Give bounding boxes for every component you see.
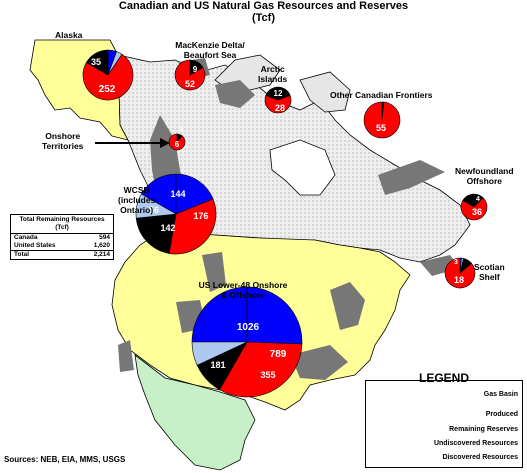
pie-slice: [363, 101, 401, 139]
row-name: United States: [14, 242, 56, 249]
pie-value-label: 11: [124, 50, 132, 57]
pie-value-label: 12: [274, 89, 283, 98]
label-us-lower48: US Lower-48 Onshore & Offshore: [198, 280, 288, 300]
pie-value-label: 252: [99, 84, 116, 95]
pie-slice: [174, 59, 206, 91]
pie-value-label: 9: [193, 65, 198, 74]
pie-slice: [191, 341, 248, 366]
pie-value-label: 36: [472, 207, 482, 217]
pie-newfoundland: 4 36: [460, 193, 488, 221]
legend-gas-basin-label: Gas Basin: [483, 391, 518, 398]
pie-onshore-territories: 16: [168, 126, 186, 151]
pie-value-label: 789: [270, 349, 287, 360]
onshore-territories-arrowhead: [160, 138, 170, 148]
label-onshore-territories: Onshore Territories: [42, 131, 84, 151]
pie-value-label: 1: [472, 251, 476, 258]
pie-slice: [191, 286, 248, 343]
pie-slice: [168, 198, 217, 255]
pie-slice: [85, 49, 109, 76]
pie-value-label: 52: [185, 79, 195, 89]
pie-value-label: 1: [394, 102, 398, 109]
row-name: Canada: [14, 234, 38, 241]
basin-us-rockies-north: [202, 252, 226, 292]
map-title: Canadian and US Natural Gas Resources an…: [118, 0, 409, 12]
pie-value-label: 35: [91, 57, 101, 67]
pie-value-label: 181: [210, 360, 225, 370]
pie-scotian: 31 118: [444, 250, 476, 289]
pie-slice: [264, 95, 292, 114]
label-arctic: Arctic Islands: [258, 64, 288, 84]
legend-undiscovered-label: Undiscovered Resources: [433, 440, 518, 447]
mexico-landmass: [134, 354, 256, 471]
basin-gulf-coast: [290, 345, 348, 380]
pie-value-label: 1: [463, 250, 467, 257]
total-table-row: United States 1,620: [11, 242, 113, 250]
pie-value-label: 6: [175, 140, 180, 149]
pie-us-lower48: 1026 181 355 789: [191, 286, 303, 398]
label-newfoundland: Newfoundland Offshore: [455, 166, 514, 186]
pie-slice: [82, 53, 134, 101]
basin-arctic: [215, 80, 255, 108]
pie-slice: [175, 173, 214, 215]
basin-appalachian: [330, 282, 365, 330]
pie-slice: [460, 197, 488, 221]
row-value: 594: [99, 234, 110, 241]
basin-california: [118, 340, 134, 372]
basin-labrador: [378, 160, 445, 195]
legend-discovered-label: Discovered Resources: [442, 454, 518, 461]
pie-value-label: 28: [275, 103, 285, 113]
label-scotian: Scotian Shelf: [474, 262, 505, 282]
pie-value-label: 1: [179, 126, 183, 133]
pie-slice: [246, 286, 303, 345]
pie-mackenzie: 9 52: [174, 59, 206, 91]
row-value: 2,214: [93, 251, 110, 258]
pie-slice: [168, 133, 186, 151]
hudson-bay: [269, 139, 336, 196]
legend-box: LEGEND Gas Basin Produced Remaining Rese…: [365, 371, 523, 468]
legend-title: LEGEND: [418, 371, 469, 385]
legend-produced-label: Produced: [485, 411, 518, 418]
map-subtitle: (Tcf): [251, 12, 275, 24]
baffin-island-landmass: [299, 71, 351, 113]
pie-value-label: 142: [160, 223, 175, 233]
pie-alaska: 35 8 11 252: [82, 44, 134, 101]
total-resources-table: Total Remaining Resources (Tcf) Canada 5…: [10, 214, 114, 260]
pie-value-label: 4: [476, 196, 480, 203]
label-mackenzie: MacKenzie Delta/ Beaufort Sea: [175, 40, 245, 60]
pie-slice: [219, 341, 303, 398]
pie-value-label: 18: [454, 275, 464, 285]
total-table-header: Total Remaining Resources (Tcf): [11, 215, 113, 234]
row-name: Total: [14, 251, 30, 258]
label-alaska: Alaska: [55, 30, 83, 40]
legend-remaining-reserves-label: Remaining Reserves: [449, 426, 518, 433]
pie-value-label: 355: [260, 370, 275, 380]
total-table-total-row: Total 2,214: [11, 250, 113, 259]
pie-slice: [444, 257, 476, 289]
pie-value-label: 176: [193, 211, 208, 221]
pie-value-label: 1026: [237, 322, 260, 333]
label-other-canadian: Other Canadian Frontiers: [330, 90, 433, 100]
pie-value-label: 3: [454, 259, 458, 266]
row-value: 1,620: [93, 242, 110, 249]
pie-value-label: 8: [116, 44, 120, 51]
pie-other-canadian: 1 55: [363, 101, 401, 139]
pie-slice: [135, 213, 177, 254]
pie-value-label: 144: [170, 189, 185, 199]
pie-value-label: 56: [149, 205, 159, 215]
total-table-row: Canada 594: [11, 234, 113, 242]
label-wcsb: WCSB (includes Ontario): [118, 185, 156, 215]
sources-note: Sources: NEB, EIA, MMS, USGS: [4, 455, 126, 464]
pie-value-label: 55: [376, 123, 386, 133]
pie-arctic: 12 28: [264, 86, 292, 114]
pie-slice: [135, 193, 177, 219]
